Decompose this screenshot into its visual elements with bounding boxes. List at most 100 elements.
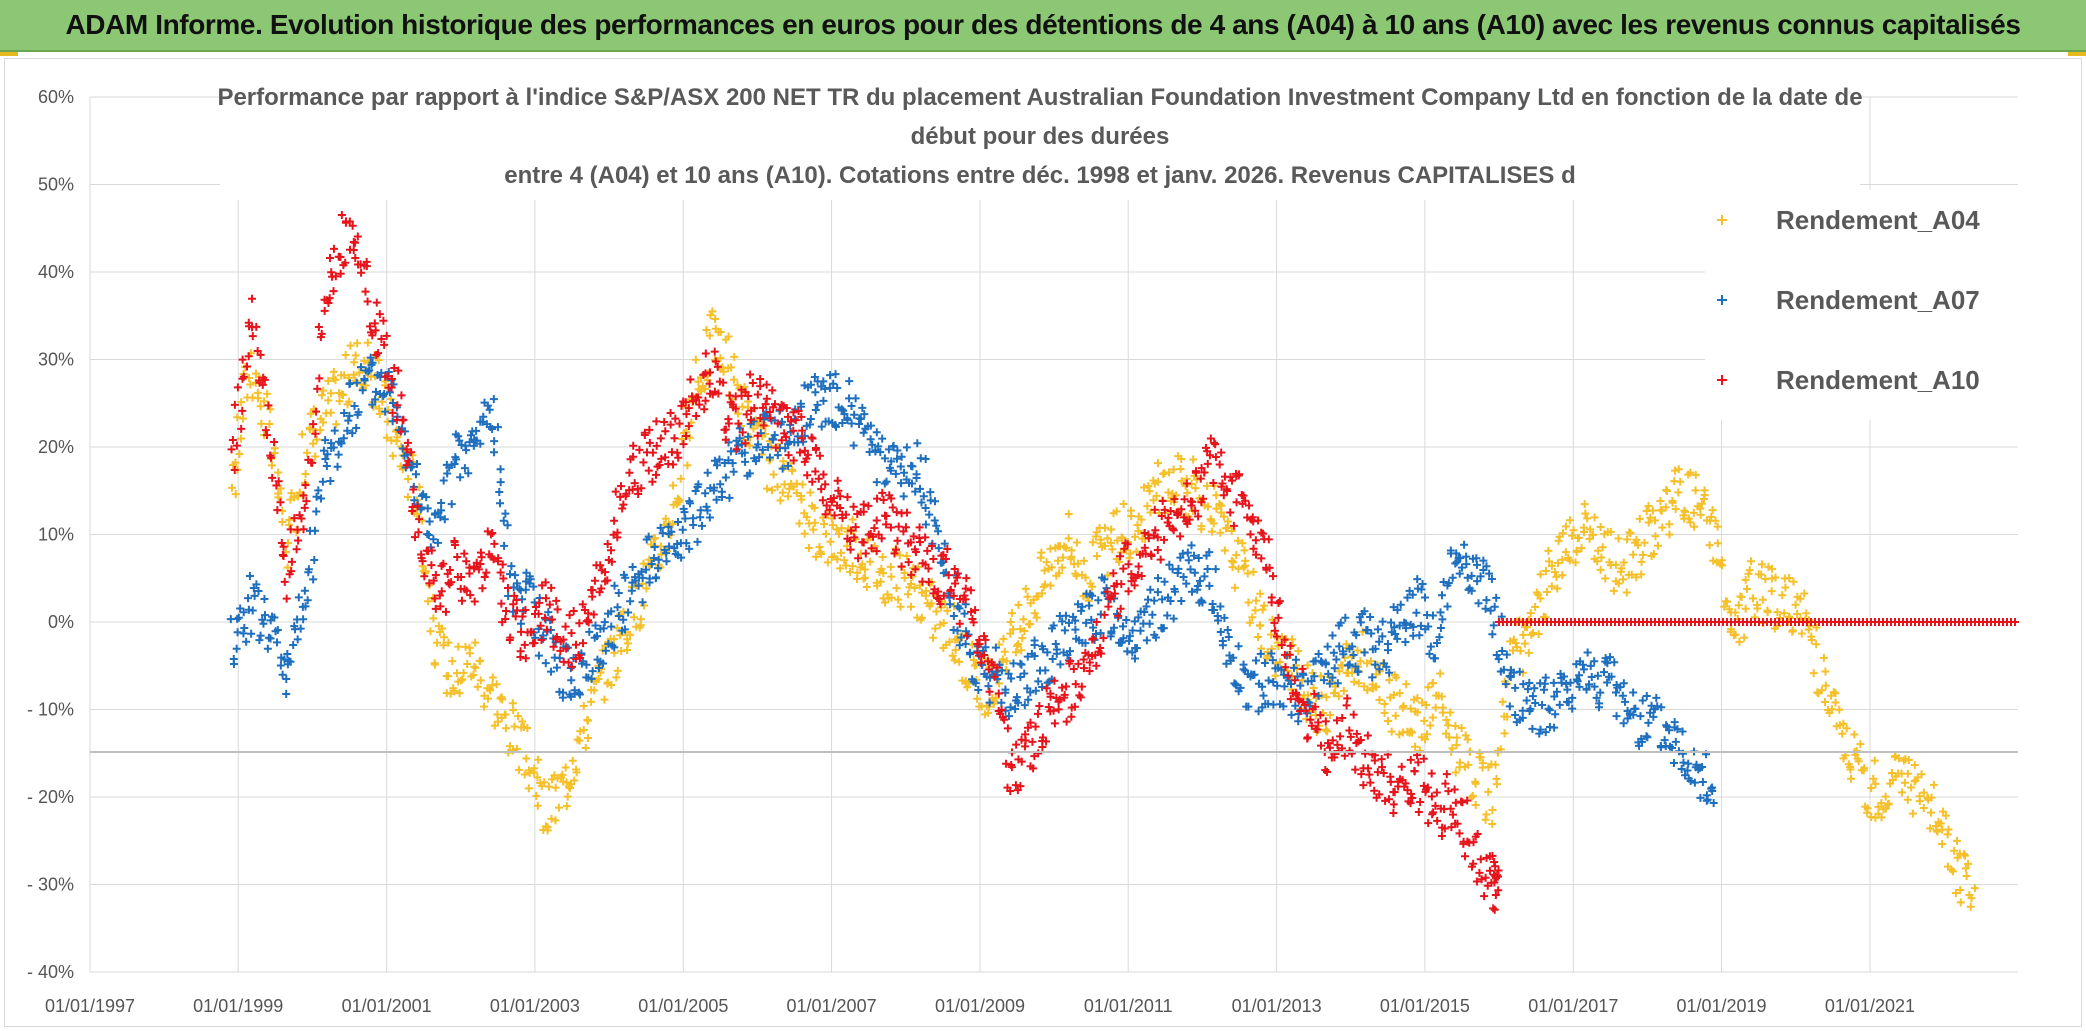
data-point <box>1203 564 1212 573</box>
data-point <box>1174 509 1183 518</box>
data-point <box>798 480 807 489</box>
data-point <box>874 442 883 451</box>
data-point <box>1551 710 1560 719</box>
data-point <box>1390 788 1399 797</box>
data-point <box>345 411 354 420</box>
x-tick-label: 01/01/2009 <box>935 996 1025 1016</box>
data-point <box>821 510 830 519</box>
data-point <box>1598 543 1607 552</box>
data-point <box>728 459 737 468</box>
data-point <box>450 687 459 696</box>
data-point <box>1531 603 1540 612</box>
data-point <box>515 584 524 593</box>
data-point <box>541 594 550 603</box>
data-point <box>429 576 438 585</box>
data-point <box>1385 668 1394 677</box>
data-point <box>1246 530 1255 539</box>
data-point <box>714 389 723 398</box>
data-point <box>784 451 793 460</box>
data-point <box>413 502 422 511</box>
data-point <box>1198 598 1207 607</box>
data-point <box>1368 673 1377 682</box>
data-point <box>1322 693 1331 702</box>
data-point <box>1256 621 1265 630</box>
data-point <box>934 544 943 553</box>
data-point <box>1956 886 1965 895</box>
data-point <box>492 680 501 689</box>
data-point <box>1485 569 1494 578</box>
data-point <box>1345 726 1354 735</box>
data-point <box>1696 510 1705 519</box>
data-point <box>755 453 764 462</box>
data-point <box>456 473 465 482</box>
data-point <box>1351 662 1360 671</box>
data-point <box>596 561 605 570</box>
data-point <box>862 582 871 591</box>
data-point <box>908 462 917 471</box>
data-point <box>509 600 518 609</box>
data-point <box>818 496 827 505</box>
data-point <box>630 479 639 488</box>
data-point <box>872 428 881 437</box>
data-point <box>1017 660 1026 669</box>
data-point <box>834 529 843 538</box>
data-point <box>921 520 930 529</box>
data-point <box>1817 686 1826 695</box>
legend-background <box>1705 190 2025 420</box>
data-point <box>261 426 270 435</box>
data-point <box>729 375 738 384</box>
data-point <box>911 487 920 496</box>
data-point <box>464 469 473 478</box>
chart-title-line-1: Performance par rapport à l'indice S&P/A… <box>217 84 1862 111</box>
data-point <box>1216 528 1225 537</box>
data-point <box>662 549 671 558</box>
data-point <box>867 544 876 553</box>
data-point <box>1256 589 1265 598</box>
data-point <box>1356 657 1365 666</box>
data-point <box>1209 478 1218 487</box>
data-point <box>705 513 714 522</box>
data-point <box>1683 766 1692 775</box>
data-point <box>1197 464 1206 473</box>
data-point <box>1498 697 1507 706</box>
data-point <box>1183 488 1192 497</box>
data-point <box>1460 540 1469 549</box>
data-point <box>394 366 403 375</box>
data-point <box>645 555 654 564</box>
legend-label: Rendement_A10 <box>1776 365 1980 395</box>
data-point <box>1467 571 1476 580</box>
data-point <box>471 638 480 647</box>
data-point <box>476 559 485 568</box>
data-point <box>462 446 471 455</box>
data-point <box>1686 776 1695 785</box>
data-point <box>661 453 670 462</box>
data-point <box>1544 704 1553 713</box>
data-point <box>770 431 779 440</box>
data-point <box>1085 667 1094 676</box>
data-point <box>1122 615 1131 624</box>
data-point <box>691 487 700 496</box>
data-point <box>1962 871 1971 880</box>
data-point <box>1698 778 1707 787</box>
data-point <box>518 612 527 621</box>
data-point <box>476 439 485 448</box>
data-point <box>1649 712 1658 721</box>
data-point <box>1038 682 1047 691</box>
data-point <box>773 482 782 491</box>
data-point <box>846 545 855 554</box>
data-point <box>279 551 288 560</box>
data-point <box>1077 606 1086 615</box>
data-point <box>437 506 446 515</box>
data-point <box>1375 695 1384 704</box>
data-point <box>1006 629 1015 638</box>
data-point <box>289 641 298 650</box>
data-point <box>531 602 540 611</box>
data-point <box>838 419 847 428</box>
data-point <box>1026 688 1035 697</box>
data-point <box>701 396 710 405</box>
data-point <box>1367 629 1376 638</box>
data-point <box>1558 571 1567 580</box>
data-point <box>1189 455 1198 464</box>
data-point <box>984 682 993 691</box>
data-point <box>1619 679 1628 688</box>
